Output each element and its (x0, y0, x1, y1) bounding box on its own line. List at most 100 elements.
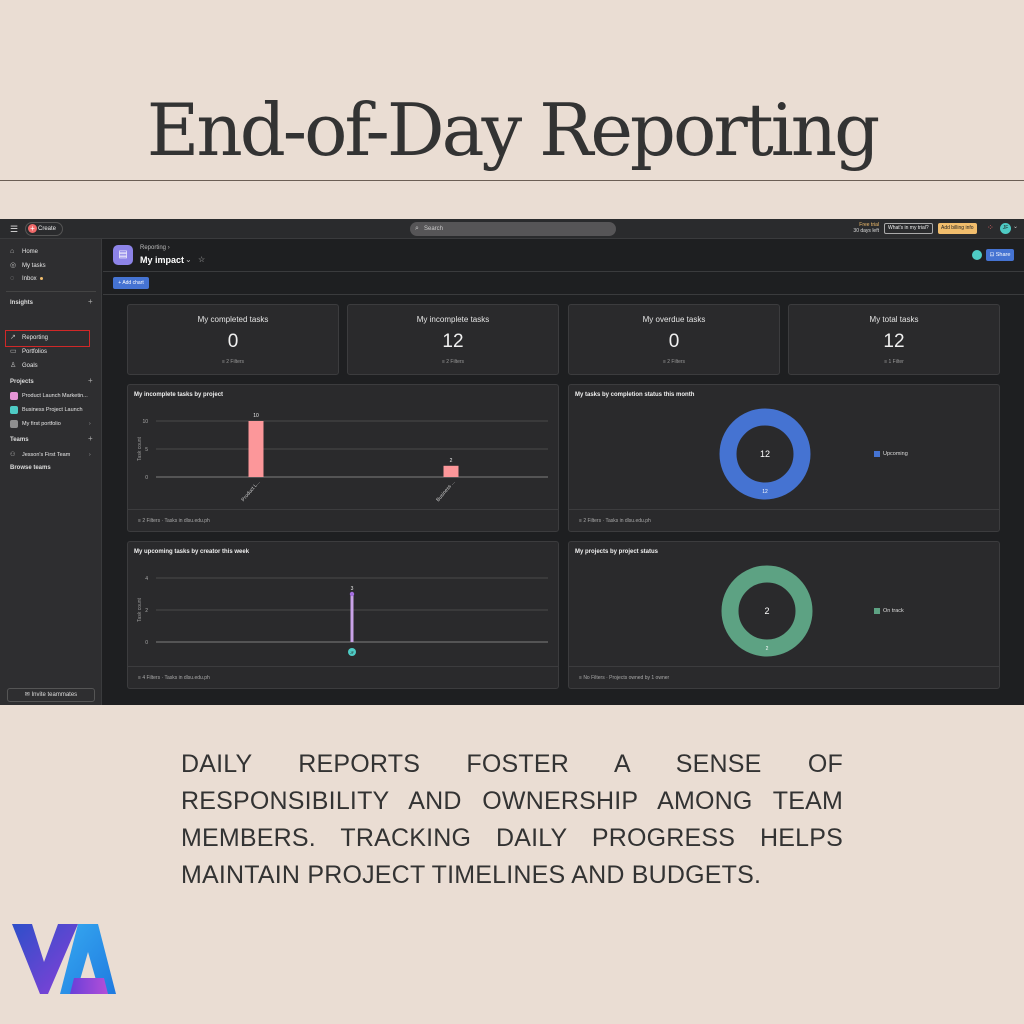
team-icon: ⚇ (10, 452, 16, 458)
kpi-card-total[interactable]: My total tasks 12 ≡ 1 Filter (788, 304, 1000, 375)
sidebar-item-my-tasks[interactable]: ◎ My tasks (10, 261, 46, 271)
kpi-value: 12 (883, 331, 905, 352)
donut-chart: 22 (721, 565, 813, 657)
title-actions: ⌄ ☆ (185, 255, 205, 264)
legend-item: On track (874, 608, 904, 614)
project-name: My first portfolio (22, 421, 61, 427)
browse-teams-link[interactable]: Browse teams (10, 465, 51, 471)
share-button[interactable]: ⊡ Share (986, 249, 1014, 261)
breadcrumb[interactable]: Reporting › (140, 245, 170, 251)
sidebar-item-goals[interactable]: ♙ Goals (10, 361, 38, 371)
teams-heading: Teams (10, 437, 29, 443)
sidebar-project-item[interactable]: Business Project Launch (10, 406, 83, 414)
check-circle-icon: ◎ (10, 262, 17, 269)
sidebar-item-label: My tasks (22, 263, 46, 269)
kpi-filter-label: 2 Filters (667, 359, 686, 365)
chevron-right-icon[interactable]: › (89, 421, 91, 427)
chart-footer: ≡ No Filters · Projects owned by 1 owner (579, 675, 669, 681)
apps-icon[interactable]: ⁘ (987, 223, 994, 232)
x-tick-label: Product L... (240, 479, 261, 502)
chart-card-incomplete-by-project[interactable]: My incomplete tasks by project 0 5 10 Task … (127, 384, 559, 532)
x-tick-label: Business ... (435, 479, 456, 503)
chart-card-completion-status[interactable]: My tasks by completion status this month… (568, 384, 1000, 532)
invite-label: Invite teammates (31, 692, 78, 698)
sidebar-item-inbox[interactable]: ◌ Inbox (10, 274, 44, 284)
breadcrumb-reporting[interactable]: Reporting (140, 245, 167, 251)
toolbar-divider (103, 294, 1024, 295)
kpi-filter: ≡ 1 Filter (789, 359, 999, 365)
bar-chart: 0 5 10 Task count 10 Product L... 2 Business ..… (137, 413, 548, 503)
kpi-filter: ≡ 2 Filters (348, 359, 558, 365)
filter-icon: ≡ (138, 518, 143, 524)
kpi-card-incomplete[interactable]: My incomplete tasks 12 ≡ 2 Filters (347, 304, 559, 375)
chevron-down-icon[interactable]: ⌄ (185, 255, 192, 264)
add-project-icon[interactable]: + (88, 376, 93, 385)
search-icon: ⌕ (415, 225, 419, 232)
chart-card-upcoming-by-creator[interactable]: My upcoming tasks by creator this week 0… (127, 541, 559, 689)
kpi-card-completed[interactable]: My completed tasks 0 ≡ 2 Filters (127, 304, 339, 375)
sidebar-item-home[interactable]: ⌂ Home (10, 247, 38, 257)
kpi-card-overdue[interactable]: My overdue tasks 0 ≡ 2 Filters (568, 304, 780, 375)
filter-icon: ≡ (138, 675, 143, 681)
chart-footer-label: 2 Filters · Tasks in dlsu.edu.ph (142, 518, 210, 524)
kpi-filter-label: 1 Filter (888, 359, 904, 365)
filter-icon: ≡ (441, 359, 447, 365)
report-icon: ▤ (113, 245, 133, 265)
menu-icon[interactable]: ☰ (10, 224, 19, 234)
app-screenshot: ☰ + Create ⌕ Search Free trial 30 days l… (0, 219, 1024, 705)
bell-icon: ◌ (10, 275, 15, 282)
trial-info-button[interactable]: What's in my trial? (884, 223, 933, 234)
search-input[interactable]: ⌕ Search (410, 222, 616, 236)
chevron-right-icon[interactable]: › (89, 452, 91, 458)
y-tick-label: 2 (145, 608, 148, 614)
chart-footer: ≡ 4 Filters · Tasks in dlsu.edu.ph (138, 675, 210, 681)
sidebar-item-portfolios[interactable]: ▭ Portfolios (10, 347, 47, 357)
search-placeholder: Search (424, 226, 444, 232)
filter-icon: ≡ (579, 518, 584, 524)
star-icon[interactable]: ☆ (197, 255, 206, 264)
add-billing-button[interactable]: Add billing info (938, 223, 977, 234)
avatar[interactable]: JF (1000, 223, 1011, 234)
chart-footer-divider (569, 509, 999, 510)
lock-icon: ⊡ (989, 252, 995, 258)
kpi-value: 0 (668, 331, 680, 352)
project-color-swatch (10, 406, 18, 414)
mail-icon: ✉ (24, 692, 30, 698)
sidebar-item-label: Home (22, 249, 39, 255)
invite-teammates-button[interactable]: ✉ Invite teammates (7, 688, 95, 702)
y-tick-label: 4 (145, 576, 148, 582)
data-label: 2 (450, 458, 453, 464)
kpi-filter: ≡ 2 Filters (569, 359, 779, 365)
kpi-title: My incomplete tasks (416, 315, 490, 324)
chevron-down-icon[interactable]: ⌄ (1013, 224, 1019, 230)
member-avatar[interactable] (972, 250, 982, 260)
sidebar-project-item[interactable]: Product Launch Marketin... (10, 392, 88, 400)
poster-title: End-of-Day Reporting (146, 88, 880, 172)
add-chart-button[interactable]: + Add chart (113, 277, 149, 289)
sidebar-divider (6, 291, 96, 292)
home-icon: ⌂ (10, 248, 15, 255)
chart-footer-divider (569, 666, 999, 667)
add-insight-icon[interactable]: + (88, 297, 93, 306)
filter-icon: ≡ (662, 359, 668, 365)
sidebar-item-reporting[interactable]: ↗ Reporting (10, 333, 48, 343)
bar (350, 594, 354, 642)
trial-days-left: 30 days left (853, 228, 879, 234)
sidebar-item-label: Inbox (22, 276, 37, 282)
add-team-icon[interactable]: + (88, 434, 93, 443)
x-tick-label: JF (350, 651, 354, 655)
chart-title: My tasks by completion status this month (575, 392, 695, 398)
chart-title: My incomplete tasks by project (134, 392, 224, 398)
sidebar-team-item[interactable]: ⚇ Jesson's First Team (10, 451, 70, 459)
filter-icon: ≡ (221, 359, 227, 365)
data-label: 10 (253, 413, 259, 419)
bar (443, 465, 459, 477)
sidebar-project-item[interactable]: My first portfolio (10, 420, 61, 428)
create-button[interactable]: + Create (25, 222, 63, 236)
kpi-value: 0 (227, 331, 239, 352)
y-axis-label: Task count (137, 597, 143, 622)
chart-footer-label: 4 Filters · Tasks in dlsu.edu.ph (142, 675, 210, 681)
top-bar: ☰ + Create ⌕ Search Free trial 30 days l… (0, 219, 1024, 239)
chart-footer: ≡ 2 Filters · Tasks in dlsu.edu.ph (138, 518, 210, 524)
